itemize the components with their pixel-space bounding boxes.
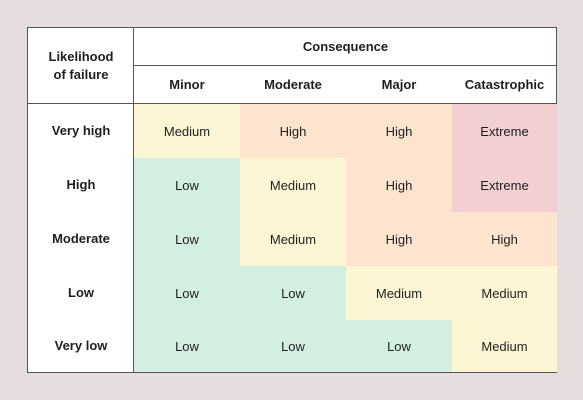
row-header-high: High — [66, 177, 96, 192]
consequence-label: Consequence — [302, 39, 389, 54]
risk-cell: High — [240, 104, 346, 158]
column-header-major: Major — [381, 77, 417, 92]
risk-cell: Extreme — [452, 104, 557, 158]
risk-cell: Medium — [452, 320, 557, 372]
row-header-low: Low — [68, 285, 94, 300]
risk-cell: Extreme — [452, 158, 557, 212]
risk-cell: Medium — [452, 266, 557, 320]
risk-cell: Low — [134, 158, 240, 212]
corner-header: Likelihood of failure — [28, 28, 134, 104]
risk-cell: Medium — [346, 266, 452, 320]
column-header-catastrophic: Catastrophic — [464, 77, 545, 92]
risk-cell: Medium — [240, 212, 346, 266]
row-header-very-high: Very high — [51, 123, 111, 138]
consequence-header: Consequence — [134, 28, 557, 66]
row-header-moderate: Moderate — [52, 231, 110, 246]
risk-cell: Low — [240, 266, 346, 320]
risk-cell: High — [346, 212, 452, 266]
risk-matrix: Likelihood of failure Consequence Minor … — [27, 27, 557, 373]
risk-cell: High — [452, 212, 557, 266]
risk-cell: Low — [134, 212, 240, 266]
header-divider — [28, 103, 557, 104]
column-header-minor: Minor — [169, 77, 205, 92]
likelihood-label: Likelihood of failure — [48, 49, 114, 82]
risk-cell: Low — [240, 320, 346, 372]
row-header-very-low: Very low — [54, 338, 108, 353]
risk-cell: Low — [134, 266, 240, 320]
risk-cell: High — [346, 104, 452, 158]
consequence-divider — [134, 65, 557, 66]
row-header-divider — [133, 28, 134, 372]
column-header-moderate: Moderate — [264, 77, 322, 92]
risk-cell: Low — [134, 320, 240, 372]
risk-cell: Medium — [134, 104, 240, 158]
risk-cell: Medium — [240, 158, 346, 212]
risk-cell: Low — [346, 320, 452, 372]
risk-cell: High — [346, 158, 452, 212]
